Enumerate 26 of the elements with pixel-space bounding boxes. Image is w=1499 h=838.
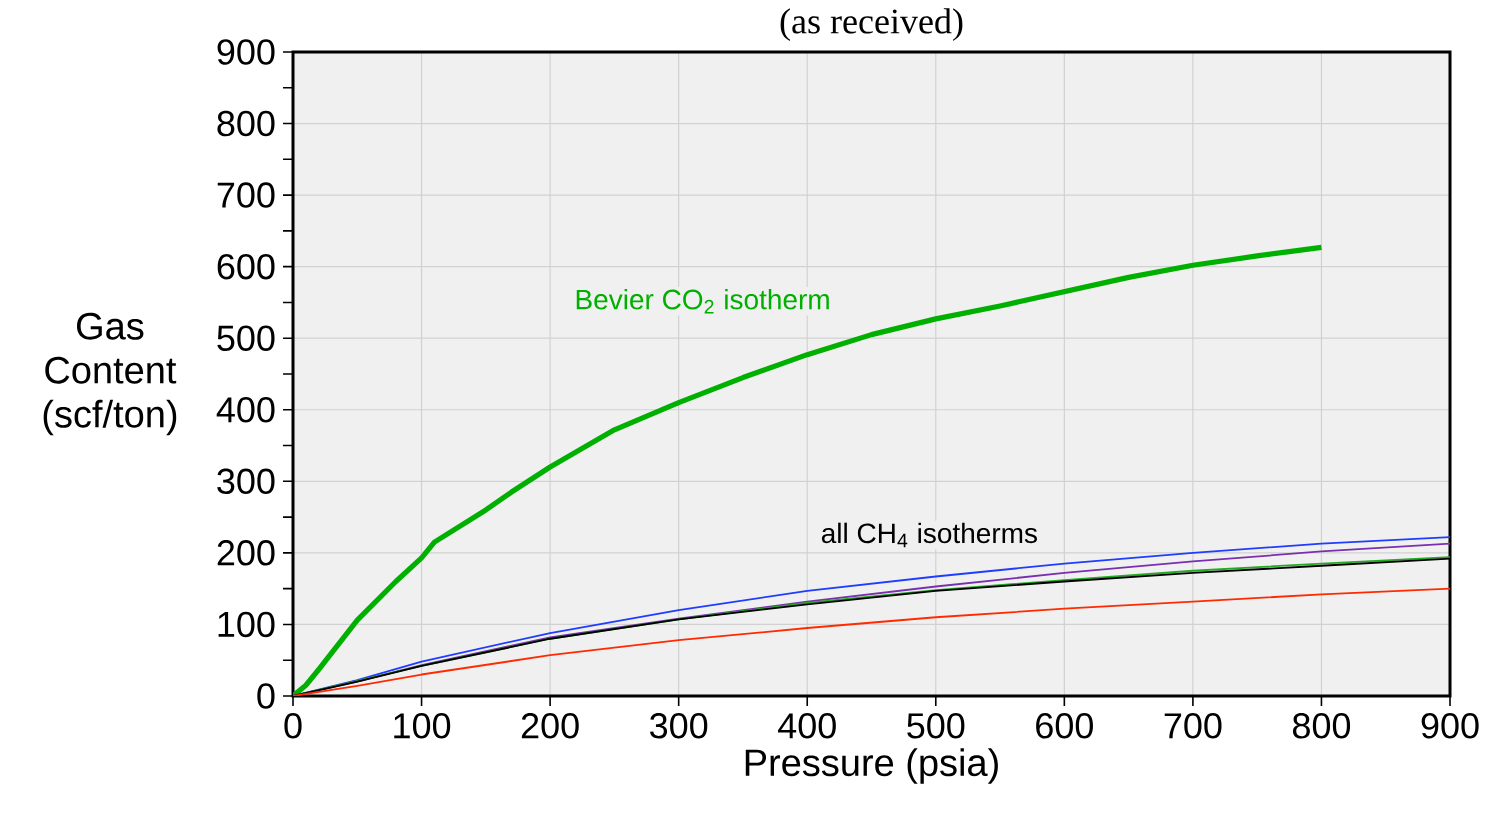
annotation: all CH$_{4}$ isotherms	[821, 522, 1037, 548]
x-tick-label: 800	[1292, 713, 1351, 739]
y-tick-label: 300	[217, 468, 275, 495]
x-tick-label: 0	[284, 713, 302, 739]
x-tick-label: 100	[394, 713, 451, 739]
y-tick-label: 600	[217, 253, 275, 280]
y-tick-label: 800	[217, 110, 275, 137]
line-series	[293, 587, 1451, 696]
x-tick-label: 400	[778, 713, 836, 739]
x-axis-title: Pressure (psia)	[745, 748, 998, 784]
x-tick-label: 600	[1036, 713, 1093, 739]
y-tick-label: 0	[257, 683, 275, 709]
annotation: Bevier CO$_{2}$ isotherm	[576, 288, 829, 314]
y-tick-label: 200	[217, 540, 275, 566]
x-tick-label: 200	[521, 713, 579, 739]
y-tick-label: 100	[218, 611, 275, 638]
x-tick-label: 500	[907, 713, 965, 739]
x-tick-label: 900	[1421, 713, 1479, 739]
chart-title: (as received)	[780, 8, 963, 41]
y-axis-title: Gas Content (scf/ton)	[43, 312, 177, 436]
y-tick-label: 400	[216, 397, 275, 423]
x-tick-label: 700	[1164, 713, 1222, 739]
y-tick-label: 700	[217, 182, 275, 208]
y-tick-label: 900	[217, 39, 275, 65]
y-tick-label: 500	[217, 325, 275, 351]
x-tick-label: 300	[650, 713, 708, 739]
